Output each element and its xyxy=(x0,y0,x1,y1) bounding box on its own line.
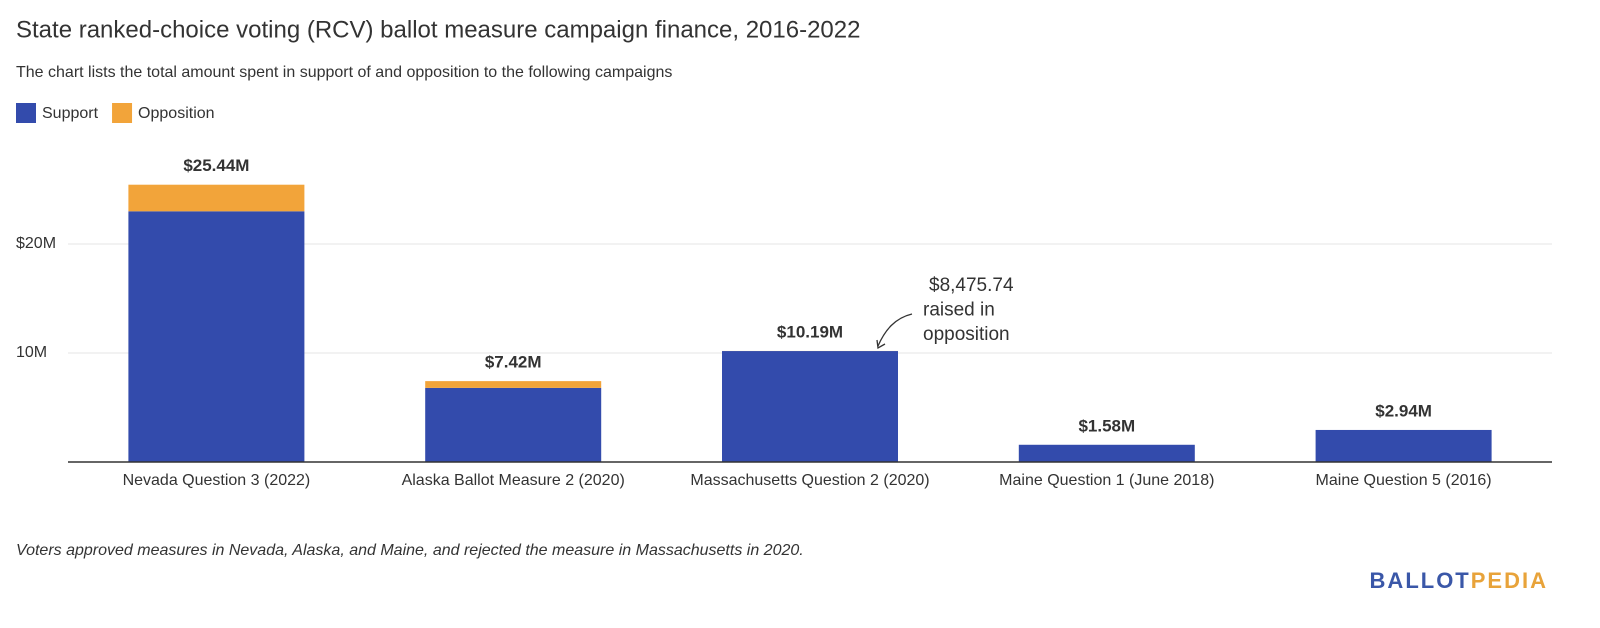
annotation-line: opposition xyxy=(923,324,1010,345)
x-tick-label: Maine Question 1 (June 2018) xyxy=(999,472,1214,489)
bar-segment xyxy=(128,184,305,212)
total-label: $1.58M xyxy=(1078,416,1135,435)
note: Voters approved measures in Nevada, Alas… xyxy=(16,542,804,559)
annotation-line: raised in xyxy=(923,300,995,321)
chart-title: State ranked-choice voting (RCV) ballot … xyxy=(16,16,860,43)
legend-label: Support xyxy=(42,105,99,122)
annotation-arrowhead xyxy=(876,339,886,350)
x-tick-label: Nevada Question 3 (2022) xyxy=(123,472,311,489)
bar-segment xyxy=(425,381,602,388)
annotation-line: $8,475.74 xyxy=(929,275,1014,296)
total-label: $10.19M xyxy=(777,322,843,341)
total-label: $2.94M xyxy=(1375,401,1432,420)
bar-segment xyxy=(1018,444,1195,462)
legend-label: Opposition xyxy=(138,105,215,122)
bar-segment xyxy=(1315,429,1492,462)
brand-second: PEDIA xyxy=(1471,568,1548,593)
bar-segment xyxy=(722,351,898,462)
bar-segment xyxy=(425,387,602,462)
total-label: $25.44M xyxy=(183,156,249,175)
y-tick-label: $20M xyxy=(16,235,56,252)
brand: BALLOTPEDIA xyxy=(1370,568,1548,593)
legend-swatch xyxy=(112,103,133,123)
x-tick-label: Maine Question 5 (2016) xyxy=(1316,472,1492,489)
x-tick-label: Massachusetts Question 2 (2020) xyxy=(690,472,929,489)
bar-segment xyxy=(128,211,305,462)
annotation-arrow xyxy=(877,313,913,347)
chart-subtitle: The chart lists the total amount spent i… xyxy=(16,64,672,81)
total-label: $7.42M xyxy=(485,353,542,372)
x-tick-label: Alaska Ballot Measure 2 (2020) xyxy=(402,472,625,489)
y-tick-label: 10M xyxy=(16,344,47,361)
legend-swatch xyxy=(16,103,36,123)
brand-first: BALLOT xyxy=(1370,568,1471,593)
